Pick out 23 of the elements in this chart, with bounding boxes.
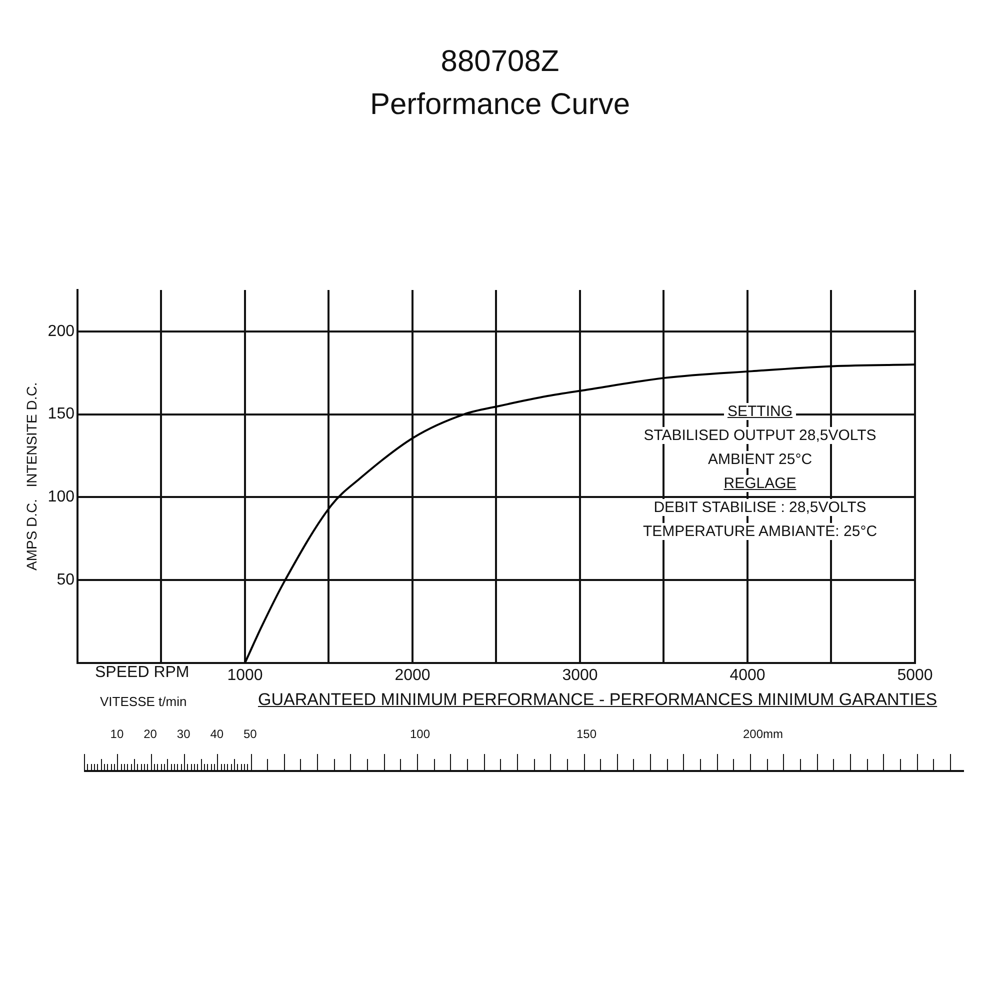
x-tick-label: 3000 (562, 666, 598, 684)
y-tick-label: 50 (56, 571, 75, 588)
chart-title: 880708Z (440, 45, 560, 79)
annotation: STABILISED OUTPUT 28,5VOLTS (640, 427, 880, 444)
annotation: REGLAGE (720, 475, 800, 492)
annotation: DEBIT STABILISE : 28,5VOLTS (650, 499, 870, 516)
text: VITESSE t/min (100, 694, 187, 709)
y-tick-label: 200 (48, 322, 75, 340)
chart-subtitle: Performance Curve (368, 88, 632, 122)
annotation: AMBIENT 25°C (704, 451, 816, 468)
x-tick-label: 4000 (730, 666, 766, 684)
x-tick-label: 5000 (897, 666, 933, 684)
text: GUARANTEED MINIMUM PERFORMANCE - PERFORMANCES MINIMUM GARANTIES (258, 690, 938, 710)
annotation: TEMPERATURE AMBIANTE: 25°C (640, 523, 880, 540)
line-series (244, 364, 915, 663)
x-axis-title: SPEED RPM (95, 664, 190, 682)
y-tick-label: 100 (48, 488, 75, 506)
y-tick-label: 150 (48, 406, 75, 423)
y-axis-title: AMPS D.C. INTENSITE D.C. (23, 382, 40, 571)
annotation: SETTING (724, 403, 796, 420)
ruler: 10 20 30 40 50 100 150 200mm (84, 725, 964, 772)
x-tick-label: 2000 (394, 666, 430, 684)
x-tick-label: 1000 (227, 666, 263, 684)
